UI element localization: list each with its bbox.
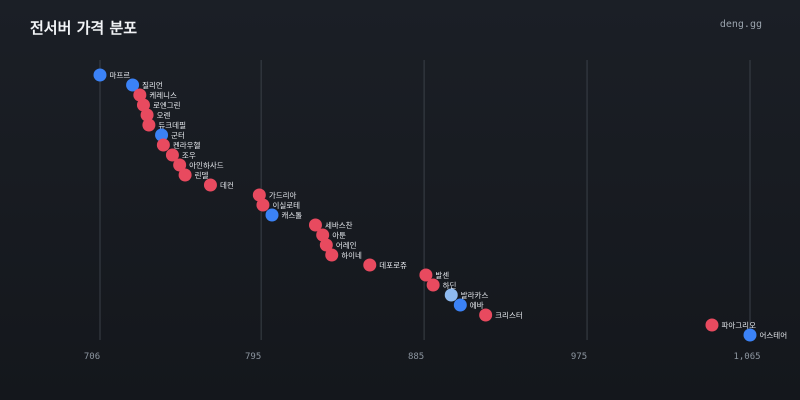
data-point[interactable] <box>93 68 107 82</box>
point-label: 로엔그린 <box>153 100 181 110</box>
point-label: 어스테어 <box>760 330 788 340</box>
data-point[interactable] <box>203 178 217 192</box>
data-point[interactable] <box>140 108 154 122</box>
data-point[interactable] <box>325 248 339 262</box>
data-point[interactable] <box>155 128 169 142</box>
point-label: 데컨 <box>220 180 234 190</box>
point-label: 아인하사드 <box>189 160 224 170</box>
point-label: 캐스톨 <box>282 211 303 220</box>
chart-title: 전서버 가격 분포 <box>30 19 138 37</box>
data-point[interactable] <box>252 188 266 202</box>
point-label: 가드리아 <box>269 190 297 200</box>
data-point[interactable] <box>426 278 440 292</box>
point-label: 군터 <box>171 131 185 140</box>
point-label: 린델 <box>195 170 209 180</box>
x-tick-label: 885 <box>408 352 424 362</box>
data-point[interactable] <box>133 88 147 102</box>
x-axis-ticks: 706 795 885 975 1,065 <box>84 352 761 362</box>
x-tick-label: 1,065 <box>733 352 760 362</box>
point-label: 하이네 <box>341 250 362 260</box>
data-point[interactable] <box>156 138 170 152</box>
point-label: 아툰 <box>332 230 346 240</box>
brand-label: deng.gg <box>719 19 762 30</box>
point-label: 세바스찬 <box>325 220 353 230</box>
point-label: 케레니스 <box>149 91 177 100</box>
data-point[interactable] <box>453 298 467 312</box>
data-point[interactable] <box>165 148 179 162</box>
point-label: 발라카스 <box>461 291 489 300</box>
point-label: 크리스터 <box>495 311 523 320</box>
point-label: 듀크데필 <box>158 120 186 130</box>
point-label: 에바 <box>470 300 484 310</box>
data-point[interactable] <box>142 118 156 132</box>
grid-layer <box>99 60 751 340</box>
point-label: 어레인 <box>336 240 357 250</box>
point-label: 발센 <box>435 270 449 280</box>
data-point[interactable] <box>316 228 330 242</box>
data-point[interactable] <box>265 208 279 222</box>
point-label: 데포로쥬 <box>379 261 407 270</box>
data-point[interactable] <box>743 328 757 342</box>
data-point[interactable] <box>126 78 140 92</box>
data-point[interactable] <box>705 318 719 332</box>
data-point[interactable] <box>363 258 377 272</box>
point-label: 조우 <box>182 151 196 160</box>
x-tick-label: 706 <box>84 352 100 362</box>
data-point[interactable] <box>444 288 458 302</box>
point-label: 이실로테 <box>272 200 300 210</box>
point-label: 하딘 <box>443 280 457 290</box>
data-point[interactable] <box>136 98 150 112</box>
data-point[interactable] <box>178 168 192 182</box>
point-label: 파아그리오 <box>721 320 756 330</box>
x-tick-label: 975 <box>571 352 587 362</box>
point-label: 오렌 <box>157 110 171 120</box>
data-point[interactable] <box>479 308 493 322</box>
data-point[interactable] <box>256 198 270 212</box>
point-label: 켄라우헬 <box>173 140 201 150</box>
x-tick-label: 795 <box>245 352 261 362</box>
data-point[interactable] <box>173 158 187 172</box>
data-point[interactable] <box>308 218 322 232</box>
points-layer: 마프르질리언케레니스로엔그린오렌듀크데필군터켄라우헬조우아인하사드린델데컨가드리… <box>93 68 788 342</box>
point-label: 질리언 <box>142 80 163 90</box>
point-label: 마프르 <box>110 71 131 80</box>
data-point[interactable] <box>319 238 333 252</box>
data-point[interactable] <box>419 268 433 282</box>
